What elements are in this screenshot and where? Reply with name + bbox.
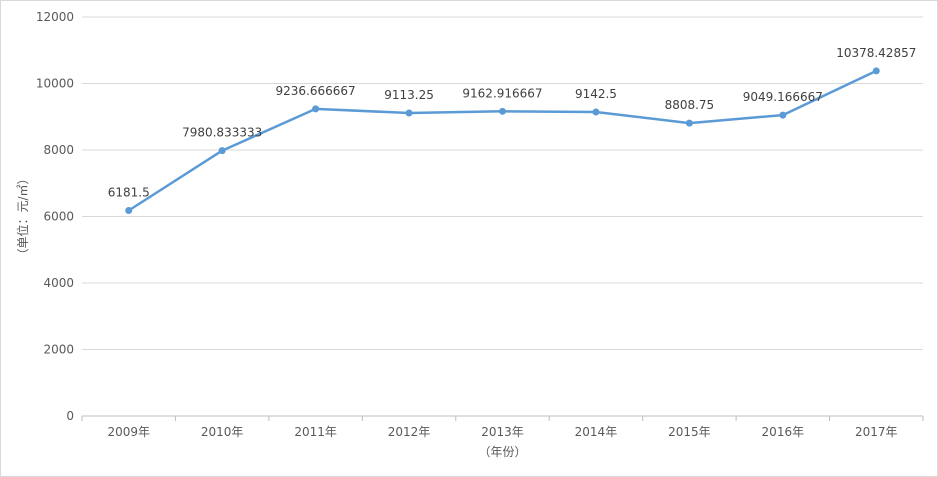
data-point xyxy=(592,108,600,116)
gridlines xyxy=(82,16,923,417)
x-axis-ticks: 2009年 2010年 2011年 2012年 2013年 2014年 2015年 2016年… xyxy=(81,416,924,439)
y-tick-label: 2000 xyxy=(43,343,74,357)
data-label: 8808.75 xyxy=(665,98,715,112)
y-tick-label: 6000 xyxy=(43,210,74,224)
data-point xyxy=(779,111,787,119)
x-tick-label: 2011年 xyxy=(294,425,337,439)
y-tick-label: 4000 xyxy=(43,276,74,290)
data-point xyxy=(125,206,133,214)
data-label: 9113.25 xyxy=(384,88,434,102)
data-label: 9142.5 xyxy=(575,87,617,101)
data-label: 9236.666667 xyxy=(276,84,356,98)
x-tick-label: 2014年 xyxy=(575,425,618,439)
y-tick-label: 8000 xyxy=(43,143,74,157)
x-tick-label: 2013年 xyxy=(481,425,524,439)
data-point xyxy=(312,105,320,113)
x-tick-label: 2017年 xyxy=(855,425,898,439)
data-point xyxy=(499,107,506,115)
x-tick-label: 2010年 xyxy=(201,425,244,439)
data-point xyxy=(872,67,880,75)
y-axis-ticks: 0 2000 4000 6000 8000 10000 12000 xyxy=(36,10,74,423)
data-label: 6181.5 xyxy=(108,185,150,199)
x-tick-label: 2012年 xyxy=(388,425,431,439)
series-layer xyxy=(125,67,880,214)
x-tick-label: 2009年 xyxy=(107,425,150,439)
data-label: 10378.42857 xyxy=(836,46,916,60)
y-tick-label: 10000 xyxy=(36,77,74,91)
x-tick-label: 2015年 xyxy=(668,425,711,439)
data-point xyxy=(405,109,413,117)
y-tick-label: 0 xyxy=(66,409,74,423)
data-label: 9049.166667 xyxy=(743,90,823,104)
data-label: 9162.916667 xyxy=(462,86,542,100)
data-point xyxy=(218,147,226,155)
data-label: 7980.833333 xyxy=(182,126,262,140)
y-tick-label: 12000 xyxy=(36,10,74,24)
data-point xyxy=(685,119,693,127)
x-tick-label: 2016年 xyxy=(762,425,805,439)
data-labels: 6181.5 7980.833333 9236.666667 9113.25 9162.… xyxy=(108,46,917,200)
y-axis-title: （单位：元/㎡） xyxy=(15,172,30,260)
x-axis-title: （年份） xyxy=(478,445,526,459)
